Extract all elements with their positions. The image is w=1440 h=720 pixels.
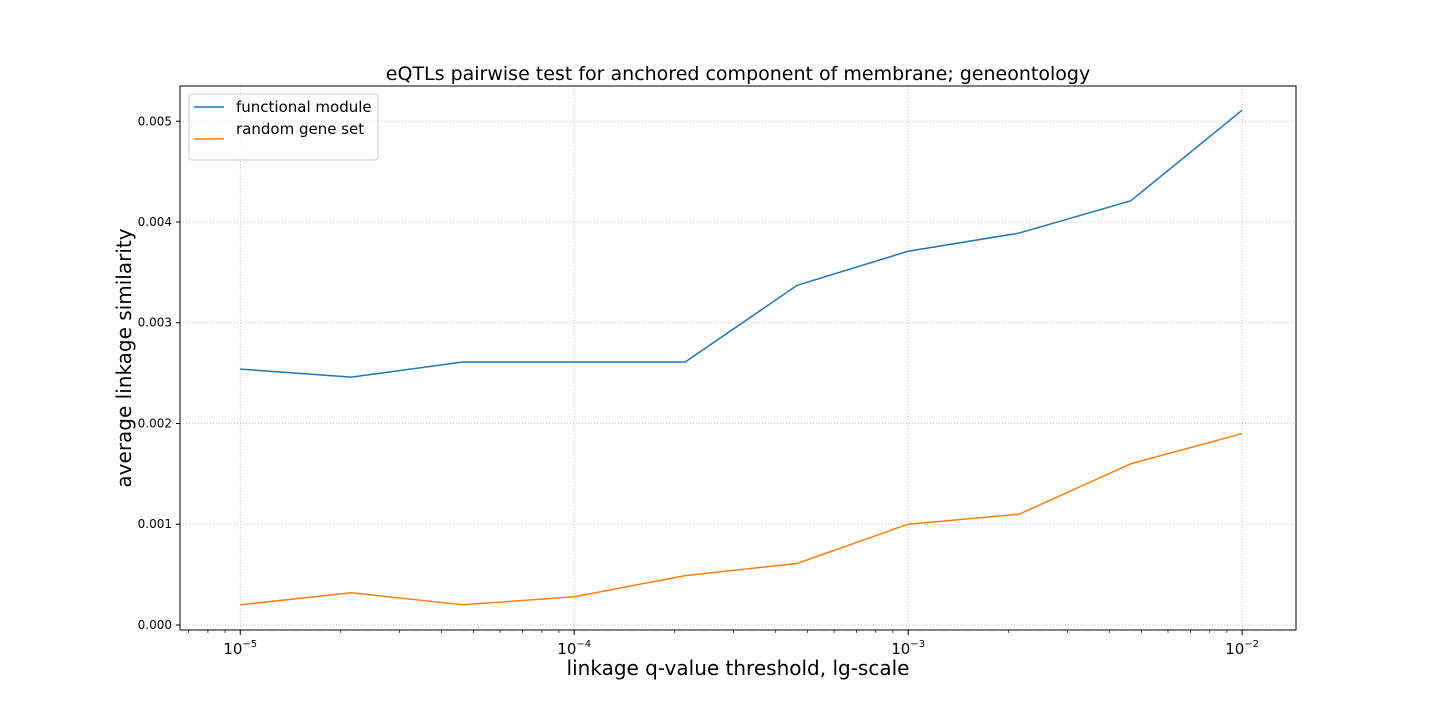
legend-label-random-gene-set: random gene set xyxy=(236,120,364,138)
y-tick-label: 0.000 xyxy=(138,618,172,632)
y-tick-label: 0.003 xyxy=(138,316,172,330)
series-line-random-gene-set xyxy=(240,432,1243,606)
y-tick-label: 0.002 xyxy=(138,416,172,430)
chart-title: eQTLs pairwise test for anchored compone… xyxy=(386,63,1090,85)
x-tick-label: 10−5 xyxy=(223,639,257,658)
grid xyxy=(180,86,1296,630)
x-axis-label: linkage q-value threshold, lg-scale xyxy=(567,656,910,680)
y-tick-label: 0.005 xyxy=(138,114,172,128)
y-axis-label: average linkage similarity xyxy=(112,228,136,487)
ticks: 0.000 0.001 0.002 0.003 0.004 0.005 10−5 10−4 10… xyxy=(138,114,1259,658)
series-line-functional-module xyxy=(240,109,1243,378)
y-tick-label: 0.001 xyxy=(138,517,172,531)
plot-frame xyxy=(179,85,1297,631)
x-tick-label: 10−2 xyxy=(1225,639,1259,658)
y-tick-label: 0.004 xyxy=(138,215,172,229)
series-layer xyxy=(240,109,1243,606)
x-tick-label: 10−4 xyxy=(557,639,591,658)
legend-box xyxy=(188,93,379,161)
legend-label-functional-module: functional module xyxy=(236,98,372,116)
legend: functional module random gene set xyxy=(188,93,379,161)
x-tick-label: 10−3 xyxy=(891,639,925,658)
